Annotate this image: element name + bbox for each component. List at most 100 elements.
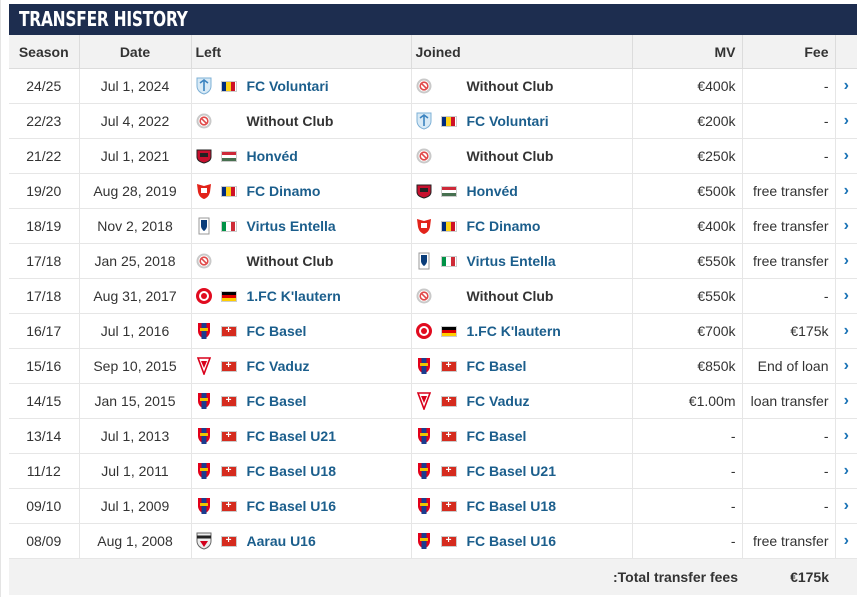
left-club-link[interactable]: FC Basel U21 bbox=[246, 428, 336, 444]
table-row[interactable]: 18/19 Nov 2, 2018 Virtus Entella FC Dinamo €… bbox=[9, 208, 857, 244]
left-club-link[interactable]: Aarau U16 bbox=[246, 533, 316, 549]
voluntari-crest-icon[interactable] bbox=[195, 77, 213, 95]
season-cell: 13/14 bbox=[9, 418, 80, 454]
season-cell: 21/22 bbox=[9, 138, 80, 174]
joined-club-link[interactable]: FC Vaduz bbox=[466, 393, 530, 409]
table-row[interactable]: 17/18 Jan 25, 2018 Without Club Virtus Ente… bbox=[9, 243, 857, 279]
left-club-cell: Without Club bbox=[191, 243, 412, 279]
joined-club-link[interactable]: FC Basel U21 bbox=[466, 463, 556, 479]
honved-crest-icon[interactable] bbox=[195, 147, 213, 165]
flag-ch-icon: + bbox=[220, 500, 237, 512]
table-row[interactable]: 17/18 Aug 31, 2017 1.FC K'lautern Without C… bbox=[9, 278, 857, 314]
row-detail-button[interactable]: › bbox=[835, 103, 857, 139]
table-row[interactable]: 19/20 Aug 28, 2019 FC Dinamo Honvéd €500k fre… bbox=[9, 173, 857, 209]
row-detail-button[interactable]: › bbox=[835, 138, 857, 174]
joined-club-link[interactable]: FC Basel bbox=[466, 358, 527, 374]
joined-club-link[interactable]: Virtus Entella bbox=[466, 253, 556, 269]
basel-crest-icon[interactable] bbox=[415, 532, 433, 550]
basel-crest-icon[interactable] bbox=[195, 427, 213, 445]
table-row[interactable]: 21/22 Jul 1, 2021 Honvéd Without Club €250k -… bbox=[9, 138, 857, 174]
left-club-link[interactable]: FC Dinamo bbox=[246, 183, 321, 199]
basel-crest-icon[interactable] bbox=[415, 462, 433, 480]
table-row[interactable]: 13/14 Jul 1, 2013 + FC Basel U21 + FC Basel - -… bbox=[9, 418, 857, 454]
vaduz-crest-icon[interactable] bbox=[195, 357, 213, 375]
row-detail-button[interactable]: › bbox=[835, 278, 857, 314]
basel-crest-icon[interactable] bbox=[415, 427, 433, 445]
table-row[interactable]: 15/16 Sep 10, 2015 + FC Vaduz + FC Basel €850k… bbox=[9, 348, 857, 384]
chevron-right-icon[interactable]: › bbox=[843, 497, 849, 514]
mv-cell: €250k bbox=[632, 138, 743, 174]
row-detail-button[interactable]: › bbox=[835, 348, 857, 384]
basel-crest-icon[interactable] bbox=[195, 392, 213, 410]
chevron-right-icon[interactable]: › bbox=[843, 147, 849, 164]
chevron-right-icon[interactable]: › bbox=[843, 287, 849, 304]
basel-crest-icon[interactable] bbox=[415, 497, 433, 515]
joined-club-link[interactable]: FC Dinamo bbox=[466, 218, 541, 234]
left-club-link[interactable]: 1.FC K'lautern bbox=[246, 288, 341, 304]
chevron-right-icon[interactable]: › bbox=[843, 532, 849, 549]
vaduz-crest-icon[interactable] bbox=[415, 392, 433, 410]
joined-club-cell: Without Club bbox=[411, 138, 633, 174]
left-club-link[interactable]: Virtus Entella bbox=[246, 218, 336, 234]
row-detail-button[interactable]: › bbox=[835, 453, 857, 489]
row-detail-button[interactable]: › bbox=[835, 208, 857, 244]
left-club-link[interactable]: Honvéd bbox=[246, 148, 298, 164]
joined-club-link[interactable]: FC Basel U16 bbox=[466, 533, 556, 549]
joined-club-link[interactable]: FC Voluntari bbox=[466, 113, 549, 129]
chevron-right-icon[interactable]: › bbox=[843, 357, 849, 374]
flag-ro-icon bbox=[440, 220, 457, 232]
row-detail-button[interactable]: › bbox=[835, 418, 857, 454]
chevron-right-icon[interactable]: › bbox=[843, 392, 849, 409]
joined-club-link[interactable]: 1.FC K'lautern bbox=[466, 323, 561, 339]
table-row[interactable]: 11/12 Jul 1, 2011 + FC Basel U18 + FC Basel U… bbox=[9, 453, 857, 489]
chevron-right-icon[interactable]: › bbox=[843, 217, 849, 234]
voluntari-crest-icon[interactable] bbox=[415, 112, 433, 130]
row-detail-button[interactable]: › bbox=[835, 173, 857, 209]
chevron-right-icon[interactable]: › bbox=[843, 462, 849, 479]
chevron-right-icon[interactable]: › bbox=[843, 427, 849, 444]
left-club-link[interactable]: FC Basel bbox=[246, 393, 307, 409]
kaiserslautern-crest-icon[interactable] bbox=[415, 322, 433, 340]
left-club-link[interactable]: FC Basel U16 bbox=[246, 498, 336, 514]
basel-crest-icon[interactable] bbox=[195, 462, 213, 480]
joined-club-link[interactable]: FC Basel U18 bbox=[466, 498, 556, 514]
row-detail-button[interactable]: › bbox=[835, 68, 857, 104]
row-detail-button[interactable]: › bbox=[835, 383, 857, 419]
table-row[interactable]: 24/25 Jul 1, 2024 FC Voluntari Without Club… bbox=[9, 68, 857, 104]
fee-cell: - bbox=[742, 138, 836, 174]
entella-crest-icon[interactable] bbox=[415, 252, 433, 270]
joined-club-link[interactable]: FC Basel bbox=[466, 428, 527, 444]
chevron-right-icon[interactable]: › bbox=[843, 182, 849, 199]
aarau-crest-icon[interactable] bbox=[195, 532, 213, 550]
table-row[interactable]: 22/23 Jul 4, 2022 Without Club FC Voluntari… bbox=[9, 103, 857, 139]
chevron-right-icon[interactable]: › bbox=[843, 77, 849, 94]
table-row[interactable]: 14/15 Jan 15, 2015 + FC Basel + FC Vaduz €1.00… bbox=[9, 383, 857, 419]
table-row[interactable]: 16/17 Jul 1, 2016 + FC Basel 1.FC K'lautern €… bbox=[9, 313, 857, 349]
row-detail-button[interactable]: › bbox=[835, 243, 857, 279]
chevron-right-icon[interactable]: › bbox=[843, 252, 849, 269]
honved-crest-icon[interactable] bbox=[415, 182, 433, 200]
joined-club-link[interactable]: Honvéd bbox=[466, 183, 518, 199]
basel-crest-icon[interactable] bbox=[195, 497, 213, 515]
kaiserslautern-crest-icon[interactable] bbox=[195, 287, 213, 305]
joined-club-cell: FC Voluntari bbox=[411, 103, 633, 139]
dinamo-crest-icon[interactable] bbox=[195, 182, 213, 200]
season-cell: 22/23 bbox=[9, 103, 80, 139]
basel-crest-icon[interactable] bbox=[415, 357, 433, 375]
date-cell: Jul 1, 2024 bbox=[79, 68, 192, 104]
row-detail-button[interactable]: › bbox=[835, 313, 857, 349]
entella-crest-icon[interactable] bbox=[195, 217, 213, 235]
col-joined: Joined bbox=[411, 35, 633, 69]
chevron-right-icon[interactable]: › bbox=[843, 322, 849, 339]
chevron-right-icon[interactable]: › bbox=[843, 112, 849, 129]
table-row[interactable]: 09/10 Jul 1, 2009 + FC Basel U16 + FC Basel U… bbox=[9, 488, 857, 524]
left-club-link[interactable]: FC Basel U18 bbox=[246, 463, 336, 479]
left-club-link[interactable]: FC Basel bbox=[246, 323, 307, 339]
basel-crest-icon[interactable] bbox=[195, 322, 213, 340]
row-detail-button[interactable]: › bbox=[835, 523, 857, 559]
dinamo-crest-icon[interactable] bbox=[415, 217, 433, 235]
table-row[interactable]: 08/09 Aug 1, 2008 + Aarau U16 + FC Basel U16 -… bbox=[9, 523, 857, 559]
left-club-link[interactable]: FC Voluntari bbox=[246, 78, 329, 94]
left-club-link[interactable]: FC Vaduz bbox=[246, 358, 310, 374]
row-detail-button[interactable]: › bbox=[835, 488, 857, 524]
